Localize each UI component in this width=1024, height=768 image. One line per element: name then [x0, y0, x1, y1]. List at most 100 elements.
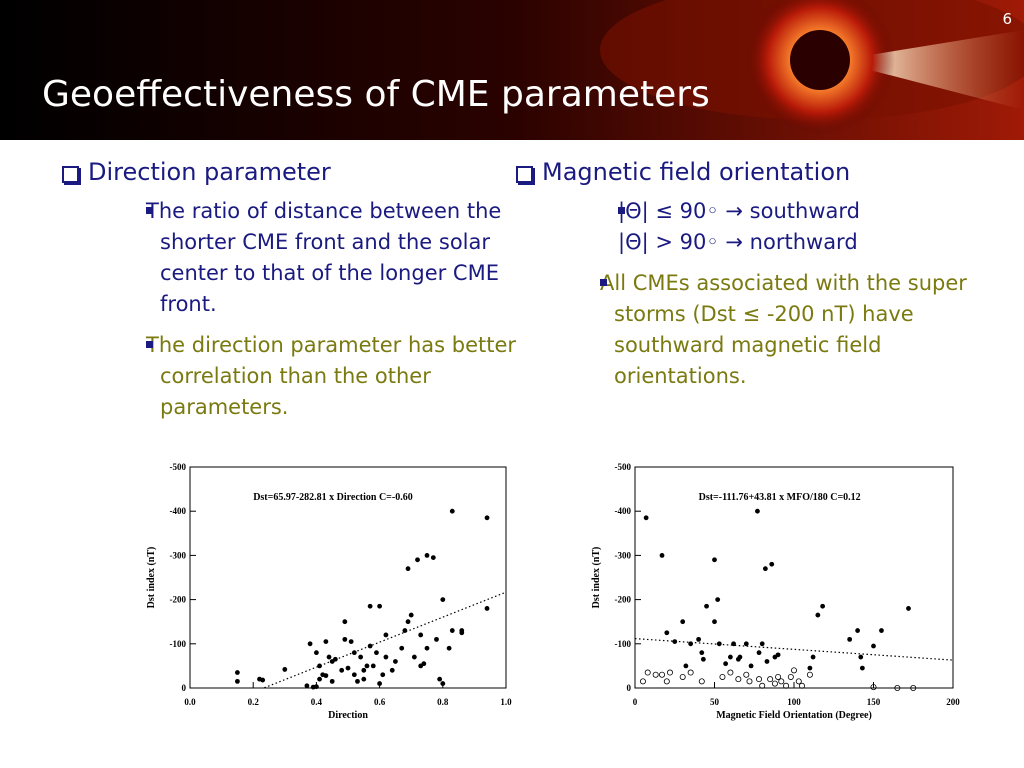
occulter [790, 30, 850, 90]
data-point [329, 659, 335, 664]
trend-line [262, 591, 506, 688]
bullet: |Θ| ≤ 90◦ → southward |Θ| > 90◦ → northw… [588, 196, 1010, 258]
ray [870, 30, 1024, 110]
data-point [235, 678, 240, 684]
data-point [687, 669, 694, 676]
data-point [405, 566, 411, 572]
y-tick-label: -300 [615, 550, 632, 560]
data-point [775, 673, 782, 680]
x-tick-label: 0.2 [248, 697, 260, 707]
data-point [326, 654, 332, 660]
data-point [735, 656, 741, 662]
data-point [715, 597, 721, 602]
data-point [282, 667, 288, 672]
data-point [772, 654, 778, 660]
data-point [389, 667, 395, 673]
data-point [644, 669, 651, 676]
data-point [351, 672, 357, 678]
data-point [320, 672, 326, 678]
x-tick-label: 200 [946, 697, 960, 707]
data-point [859, 665, 865, 671]
data-point [437, 676, 443, 682]
right-column: Magnetic field orientation |Θ| ≤ 90◦ → s… [510, 158, 1010, 402]
data-point [399, 645, 405, 651]
data-point [260, 677, 266, 683]
data-point [317, 676, 322, 682]
data-point [449, 508, 455, 514]
y-tick-label: 0 [627, 683, 632, 693]
data-point [361, 676, 367, 682]
y-tick-label: -300 [170, 550, 187, 560]
data-point [415, 557, 420, 563]
data-point [748, 663, 754, 669]
data-point [716, 641, 722, 647]
data-point [659, 671, 666, 678]
bullet-text: The ratio of distance between the shorte… [146, 199, 502, 316]
data-point [377, 681, 382, 686]
data-point [764, 659, 770, 664]
data-point [383, 632, 389, 638]
data-point [696, 636, 701, 642]
y-tick-label: -100 [170, 639, 187, 649]
heading: Direction parameter [56, 158, 526, 186]
data-point [743, 671, 750, 678]
data-point [361, 667, 367, 673]
data-point [820, 603, 826, 609]
data-point [257, 676, 262, 682]
data-point [847, 636, 853, 642]
data-point [680, 619, 686, 625]
page-number: 6 [1002, 10, 1012, 28]
x-tick-label: 1.0 [500, 697, 512, 707]
data-point [798, 682, 805, 689]
data-point [871, 643, 876, 649]
data-point [459, 630, 465, 636]
plot-frame [634, 466, 954, 689]
x-tick-label: 0.8 [437, 697, 449, 707]
data-point [355, 678, 360, 684]
left-column: Direction parameter The ratio of distanc… [56, 158, 526, 433]
data-point [700, 656, 706, 662]
x-tick-label: 50 [710, 697, 720, 707]
data-point [712, 619, 717, 625]
x-tick-label: 0.0 [184, 697, 196, 707]
data-point [484, 515, 490, 521]
data-point [449, 628, 455, 633]
data-point [756, 650, 762, 656]
data-point [858, 654, 864, 660]
y-tick-label: -200 [615, 595, 632, 605]
data-point [683, 663, 689, 669]
data-point [304, 683, 310, 689]
data-point [424, 553, 430, 558]
data-point [704, 603, 709, 609]
data-point [314, 650, 319, 656]
y-tick-label: -100 [615, 639, 632, 649]
data-point [735, 676, 742, 683]
data-point [791, 667, 798, 674]
data-point [351, 650, 357, 656]
data-point [380, 672, 386, 678]
bullet: All CMEs associated with the super storm… [584, 268, 1010, 392]
plot-frame [189, 466, 507, 689]
data-point [815, 612, 821, 618]
data-point [762, 566, 768, 572]
data-point [408, 612, 414, 618]
data-point [393, 659, 398, 664]
data-point [323, 673, 329, 679]
data-point [806, 671, 813, 678]
data-point [672, 639, 678, 644]
y-tick-label: -200 [170, 595, 187, 605]
data-point [434, 636, 439, 642]
data-point [317, 663, 322, 669]
data-point [314, 684, 319, 690]
data-point [639, 678, 646, 685]
x-tick-label: 100 [787, 697, 801, 707]
data-point [307, 641, 313, 647]
data-point [377, 603, 382, 609]
data-point [364, 663, 370, 669]
data-point [855, 628, 860, 633]
data-point [775, 652, 781, 658]
data-point [810, 654, 816, 660]
data-point [795, 678, 802, 685]
bullet: The direction parameter has better corre… [130, 330, 526, 423]
data-point [663, 678, 670, 685]
